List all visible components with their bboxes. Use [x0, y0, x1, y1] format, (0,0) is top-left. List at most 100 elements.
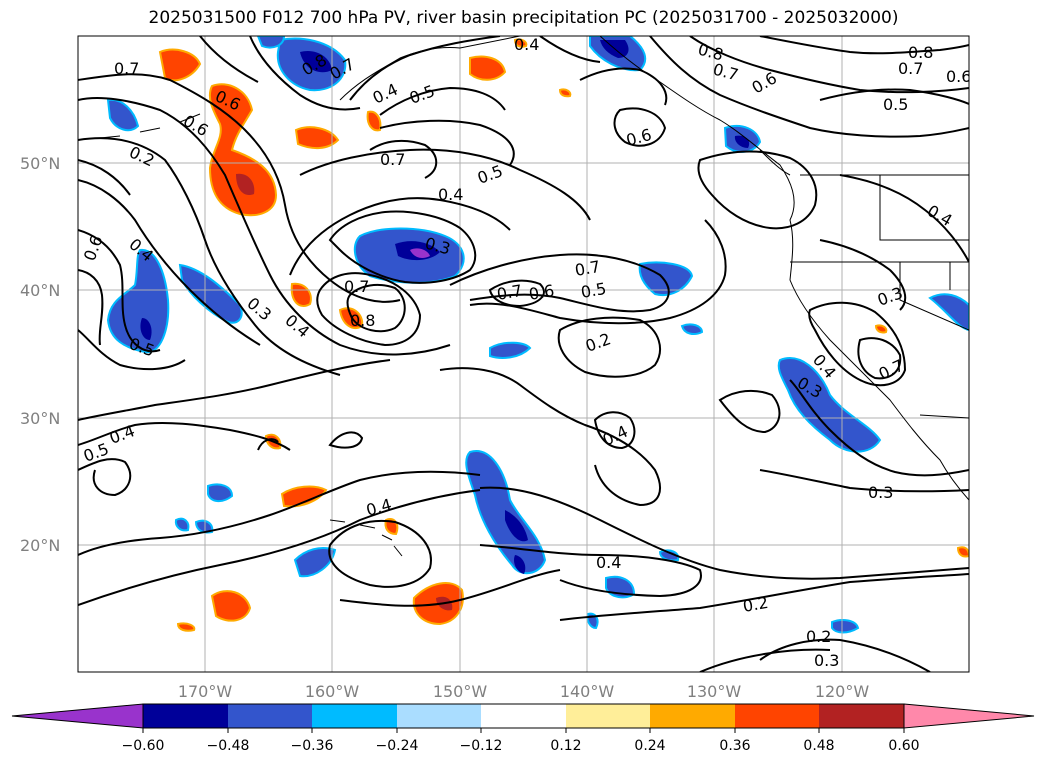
pv-contour	[289, 197, 511, 276]
colorbar-tick-label: −0.36	[291, 738, 334, 754]
precip-positive-area	[290, 282, 312, 307]
colorbar-segment	[735, 704, 819, 728]
pv-contour	[759, 469, 969, 493]
pv-contour	[78, 359, 391, 421]
precip-positive-area	[956, 546, 969, 558]
pv-contour	[78, 329, 186, 371]
contour-label: 0.5	[579, 279, 607, 302]
colorbar-tick-label: 0.24	[634, 738, 665, 754]
lat-label: 20°N	[20, 536, 60, 555]
pv-contour	[539, 36, 601, 63]
precip-positive-area	[294, 126, 340, 150]
map-frame	[77, 35, 970, 673]
contour-label: 0.7	[898, 59, 923, 78]
pv-contour	[479, 486, 969, 580]
pv-contours	[78, 36, 969, 672]
pv-contour	[379, 119, 515, 166]
contour-label: 0.8	[350, 311, 375, 330]
colorbar-segment	[143, 704, 228, 728]
pv-contour	[346, 283, 406, 333]
pv-contour	[379, 86, 506, 116]
contour-label: 0.7	[344, 277, 369, 296]
state-boundary	[879, 175, 969, 241]
contour-label: 0.4	[514, 35, 539, 54]
contour-label: 0.7	[495, 281, 523, 304]
pv-contour	[78, 470, 481, 556]
pv-contour	[78, 137, 341, 376]
colorbar-segment	[650, 704, 735, 728]
pv-contour	[78, 269, 104, 346]
pv-contour	[819, 88, 969, 105]
colorbar-tick-label: −0.12	[460, 738, 503, 754]
pv-contour	[299, 148, 591, 221]
lon-label: 120°W	[815, 682, 870, 701]
colorbar-extend-low	[11, 703, 144, 729]
precip-positive-area	[558, 88, 572, 98]
colorbar-tick-label: −0.60	[122, 738, 165, 754]
lat-label: 40°N	[20, 281, 60, 300]
colorbar-segment	[397, 704, 481, 728]
pv-contour	[369, 139, 438, 179]
pv-contour	[78, 458, 132, 497]
pv-contour	[469, 219, 727, 325]
coastlines	[99, 36, 969, 557]
lon-label: 140°W	[560, 682, 615, 701]
pv-contour	[78, 97, 451, 356]
colorbar-tick-label: 0.12	[550, 738, 581, 754]
pv-contour	[697, 150, 818, 230]
precip-negative-area	[831, 619, 860, 634]
precip-positive-area	[513, 38, 528, 48]
pv-contour	[559, 573, 969, 621]
contour-label: 0.7	[380, 150, 405, 169]
contour-label: 0.5	[883, 95, 908, 114]
contour-label: 0.6	[946, 67, 971, 86]
pv-contour	[718, 389, 781, 434]
colorbar-outline	[142, 703, 905, 729]
pv-contour	[789, 379, 969, 477]
precip-negative-area	[106, 248, 170, 354]
pv-contour	[759, 638, 931, 672]
colorbar-segment	[312, 704, 397, 728]
pv-contour	[339, 569, 561, 607]
precip-negative-core	[514, 555, 526, 574]
precip-negative-core	[300, 50, 332, 73]
contour-label: 0.6	[527, 281, 555, 304]
contour-label: 0.3	[814, 651, 839, 670]
pv-contour	[328, 519, 432, 588]
precip-negative-core	[734, 135, 750, 148]
pv-contour	[699, 648, 831, 672]
state-boundary	[919, 414, 969, 419]
pv-contour	[613, 107, 667, 147]
precip-negative-area	[106, 98, 140, 132]
pv-contour	[649, 36, 969, 138]
precip-negative-core	[140, 318, 152, 340]
pv-contour	[819, 239, 907, 311]
pv-contour	[593, 411, 636, 450]
pv-contour	[328, 210, 477, 284]
latitude-labels: 50°N 40°N 30°N 20°N	[20, 154, 60, 555]
pv-contour	[78, 159, 131, 196]
lon-label: 170°W	[178, 682, 233, 701]
colorbar-segment	[481, 704, 566, 728]
lon-label: 160°W	[305, 682, 360, 701]
pv-contour	[316, 272, 422, 347]
precip-positive-area	[874, 324, 888, 334]
pv-contour	[249, 36, 361, 111]
pv-contour	[808, 301, 907, 387]
colorbar-extend-high	[903, 703, 1035, 729]
coastline-pacific-northwest	[599, 36, 969, 501]
pv-contour	[349, 36, 501, 101]
colorbar-ticks	[142, 728, 905, 733]
precip-negative-area	[194, 519, 214, 534]
contour-label: 0.4	[438, 185, 463, 204]
lon-label: 150°W	[433, 682, 488, 701]
colorbar-tick-label: −0.24	[376, 738, 419, 754]
precip-negative-area	[293, 547, 337, 578]
precip-negative-area	[680, 323, 704, 335]
colorbar-tick-label: 0.36	[719, 738, 750, 754]
lon-label: 130°W	[687, 682, 742, 701]
pv-contour	[78, 73, 401, 303]
precip-positive-area	[176, 622, 196, 632]
pv-contour	[479, 544, 702, 598]
pv-contour	[257, 438, 279, 451]
